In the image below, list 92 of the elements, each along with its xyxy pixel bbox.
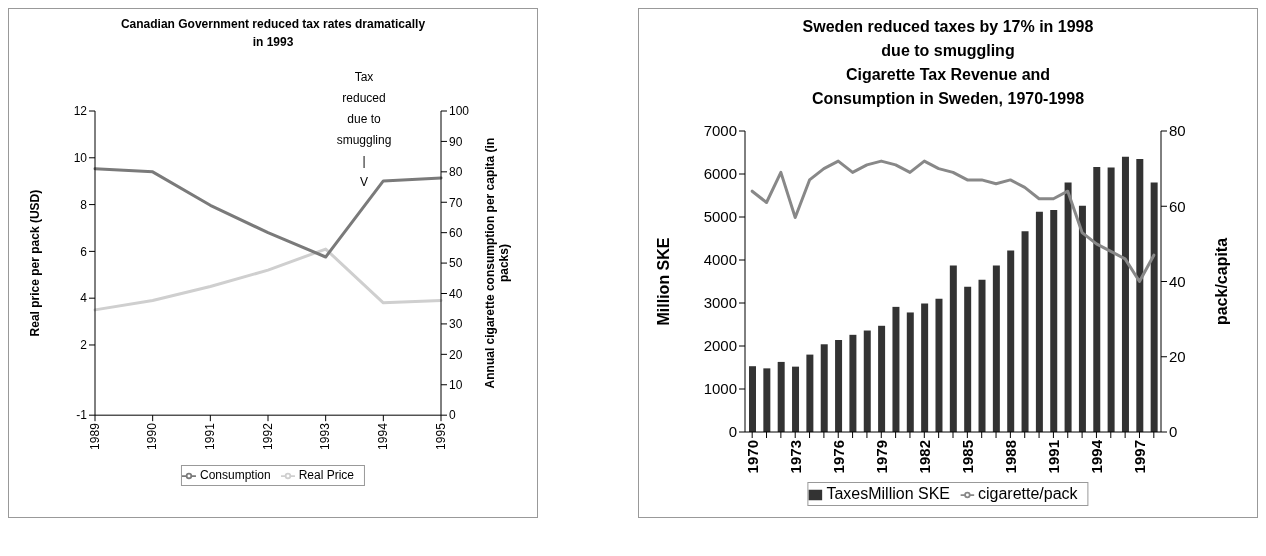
y-axis-title: Million SKE xyxy=(655,237,672,326)
x-tick-label: 1997 xyxy=(1131,440,1149,474)
x-tick-label: 1991 xyxy=(1045,440,1063,474)
annotation: Tax reduced due to smuggling | V xyxy=(335,69,393,191)
x-tick-label: 1976 xyxy=(829,440,847,474)
bar xyxy=(1136,158,1144,432)
y2-tick-label: 90 xyxy=(449,134,463,149)
bar xyxy=(935,298,943,432)
y2-axis-title: pack/capita xyxy=(1213,237,1230,326)
bar xyxy=(964,286,972,432)
bar xyxy=(1007,250,1015,432)
y2-tick-label: 100 xyxy=(449,104,470,119)
bar xyxy=(1050,210,1058,432)
chart-subtitle: Cigarette Tax Revenue and Consumption in Sweden, 1970-1998 xyxy=(810,65,1086,109)
bar xyxy=(992,265,1000,432)
y2-tick-label: 20 xyxy=(1169,348,1186,366)
y-tick-label: 2000 xyxy=(703,337,737,355)
x-tick-label: 1992 xyxy=(260,422,275,450)
x-tick-label: 1979 xyxy=(872,440,890,474)
y-tick-label: 4 xyxy=(80,291,88,306)
y2-axis-title: Annual cigarette consumption per capita (in packs) xyxy=(482,137,511,389)
x-tick-label: 1985 xyxy=(958,440,976,474)
bar xyxy=(849,334,857,432)
bar xyxy=(906,312,914,432)
x-tick-label: 1994 xyxy=(375,422,390,450)
bar xyxy=(749,366,756,432)
legend-label: cigarette/pack xyxy=(978,485,1078,502)
line-series xyxy=(93,167,443,259)
y-tick-label: 6000 xyxy=(703,165,737,183)
bar xyxy=(777,361,785,432)
bar xyxy=(1150,182,1158,432)
bar xyxy=(1107,167,1115,432)
bar xyxy=(878,325,886,432)
y2-tick-label: 30 xyxy=(449,317,463,332)
bar xyxy=(792,366,800,432)
y2-tick-label: 40 xyxy=(1169,272,1186,290)
x-tick-label: 1988 xyxy=(1002,440,1020,474)
x-tick-label: 1973 xyxy=(786,440,804,474)
y-tick-label: 3000 xyxy=(703,294,737,312)
bar xyxy=(1121,156,1129,432)
x-tick-label: 1989 xyxy=(87,422,102,450)
bar xyxy=(1064,182,1072,432)
x-tick-label: 1991 xyxy=(202,422,217,450)
y2-tick-label: 70 xyxy=(449,195,463,210)
legend-label: Real Price xyxy=(298,468,355,483)
y-tick-label: 6 xyxy=(80,244,88,259)
y-tick-label: 12 xyxy=(73,104,88,119)
x-tick-label: 1990 xyxy=(145,422,160,450)
y-tick-label: 8 xyxy=(80,197,88,212)
y2-tick-label: 20 xyxy=(449,347,463,362)
y-tick-label: 2 xyxy=(80,338,88,353)
bar xyxy=(978,279,986,432)
y2-tick-label: 0 xyxy=(449,408,456,423)
chart-title: Canadian Government reduced tax rates dramatically in 1993 xyxy=(119,16,427,51)
legend-label: TaxesMillion SKE xyxy=(826,485,950,502)
x-tick-label: 1982 xyxy=(915,440,933,474)
y-tick-label: 1000 xyxy=(703,380,737,398)
y2-tick-label: 0 xyxy=(1169,423,1178,441)
y-tick-label: 5000 xyxy=(703,208,737,226)
y2-tick-label: 40 xyxy=(449,286,463,301)
y2-tick-label: 60 xyxy=(449,225,463,240)
line-series xyxy=(750,159,1156,283)
x-tick-label: 1993 xyxy=(318,422,333,450)
y-tick-label: 7000 xyxy=(703,122,737,140)
x-tick-label: 1994 xyxy=(1088,439,1106,474)
chart-title: Sweden reduced taxes by 17% in 1998 due to smuggling xyxy=(801,17,1095,61)
bar xyxy=(921,303,929,432)
y-axis-title: Real price per pack (USD) xyxy=(28,189,42,337)
y2-tick-label: 60 xyxy=(1169,197,1186,215)
bar xyxy=(949,265,957,432)
y2-tick-label: 10 xyxy=(449,378,463,393)
x-tick-label: 1970 xyxy=(743,440,761,474)
y-tick-label: 10 xyxy=(73,151,88,166)
bar xyxy=(835,339,843,432)
bar xyxy=(863,330,871,432)
bar xyxy=(892,306,900,432)
legend-label: Consumption xyxy=(199,468,271,483)
y2-tick-label: 80 xyxy=(449,165,463,180)
y-tick-label: -1 xyxy=(76,408,88,423)
line-series xyxy=(93,247,443,312)
y2-tick-label: 80 xyxy=(1169,122,1186,140)
y-tick-label: 0 xyxy=(728,423,737,441)
y-tick-label: 4000 xyxy=(703,251,737,269)
bar xyxy=(806,354,814,432)
bar xyxy=(1021,231,1029,432)
bar xyxy=(820,344,828,432)
bar xyxy=(1078,205,1086,432)
bar xyxy=(763,368,771,432)
bar xyxy=(1093,167,1101,432)
bar xyxy=(1035,211,1043,432)
y2-tick-label: 50 xyxy=(449,256,463,271)
x-tick-label: 1995 xyxy=(433,422,448,450)
